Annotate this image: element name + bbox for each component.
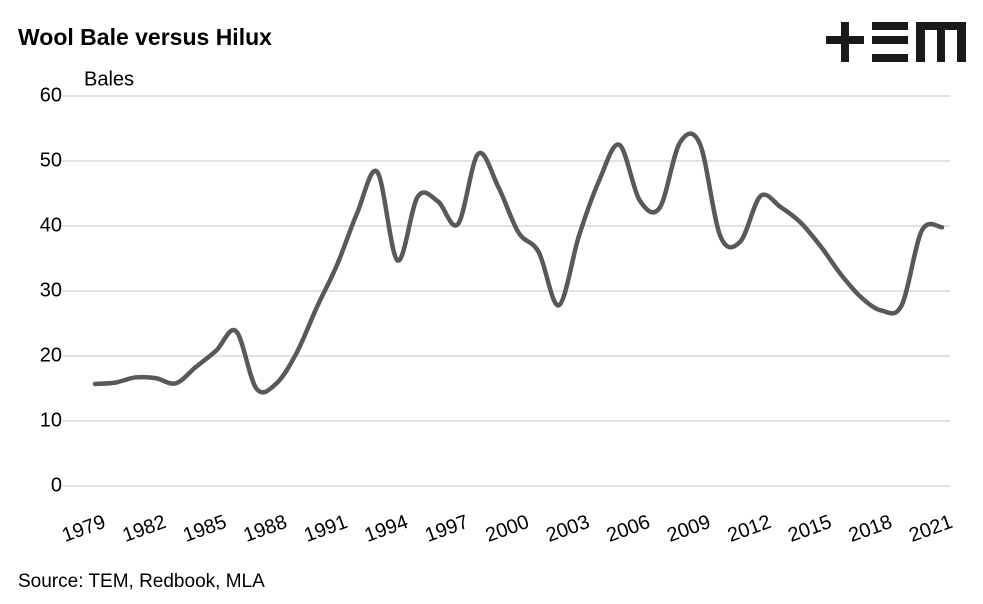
y-tick-label: 50 <box>40 149 62 171</box>
x-tick-label: 1979 <box>59 511 108 547</box>
y-tick-label: 40 <box>40 214 62 236</box>
x-tick-label: 1982 <box>120 511 169 547</box>
source-note: Source: TEM, Redbook, MLA <box>18 571 265 592</box>
x-tick-label: 1991 <box>301 511 350 547</box>
x-tick-label: 2000 <box>483 511 532 547</box>
x-tick-label: 2015 <box>785 511 834 547</box>
y-tick-label: 0 <box>51 474 62 496</box>
data-line <box>92 131 945 395</box>
y-tick-label: 60 <box>40 84 62 106</box>
logo <box>826 22 966 62</box>
x-tick-label: 2003 <box>543 511 592 547</box>
y-tick-label: 10 <box>40 409 62 431</box>
chart-title: Wool Bale versus Hilux <box>18 24 272 50</box>
x-tick-label: 2009 <box>664 511 713 547</box>
y-tick-label: 30 <box>40 279 62 301</box>
x-tick-label: 1997 <box>422 511 471 547</box>
x-tick-label: 1985 <box>180 511 229 547</box>
x-tick-label: 1988 <box>241 511 290 547</box>
x-tick-label: 1994 <box>362 511 411 547</box>
x-tick-label: 2018 <box>846 511 895 547</box>
x-tick-label: 2012 <box>725 511 774 547</box>
y-axis-label: Bales <box>84 68 134 90</box>
x-tick-label: 2006 <box>604 511 653 547</box>
x-tick-label: 2021 <box>906 511 955 547</box>
y-tick-label: 20 <box>40 344 62 366</box>
